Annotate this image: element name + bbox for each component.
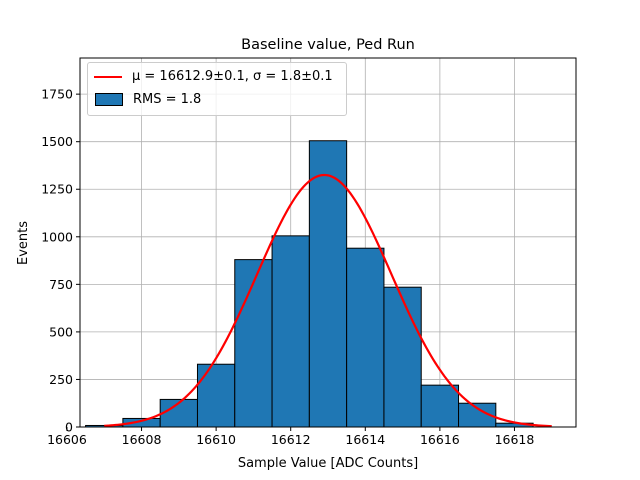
y-tick-label: 1250 [41, 182, 73, 197]
legend-fit-label: μ = 16612.9±0.1, σ = 1.8±0.1 [132, 69, 333, 84]
histogram-bar [196, 363, 236, 428]
legend-hist-label: RMS = 1.8 [133, 92, 202, 107]
y-tick-label: 1000 [41, 229, 73, 244]
y-axis-ticks: 0 250 500 750 1000 1250 1500 1750 [41, 87, 80, 435]
x-tick-label: 16616 [420, 432, 460, 447]
x-tick-label: 16610 [196, 432, 236, 447]
histogram-bar [308, 140, 348, 428]
histogram-bar [420, 384, 460, 428]
histogram-bar [271, 235, 310, 428]
x-axis-label: Sample Value [ADC Counts] [238, 456, 418, 471]
gaussian-fit [104, 173, 552, 428]
y-tick-label: 1750 [41, 87, 73, 102]
y-tick-label: 0 [65, 420, 73, 435]
x-tick-label: 16614 [345, 432, 385, 447]
fit-line-swatch [94, 75, 122, 78]
x-axis-ticks: 16606 16608 16610 16612 16614 16616 16618 [47, 427, 534, 447]
y-tick-label: 500 [49, 324, 73, 339]
x-tick-label: 16606 [47, 432, 87, 447]
legend-entry-histogram: RMS = 1.8 [94, 92, 201, 107]
y-tick-label: 250 [49, 372, 73, 387]
legend-entry-fit: μ = 16612.9±0.1, σ = 1.8±0.1 [94, 69, 333, 84]
y-tick-label: 1500 [41, 134, 73, 149]
y-axis-label: Events [16, 221, 31, 265]
histogram-bar [234, 259, 273, 428]
legend: μ = 16612.9±0.1, σ = 1.8±0.1 RMS = 1.8 [87, 62, 347, 116]
histogram-bar [346, 247, 385, 428]
histogram-bars [85, 140, 534, 428]
x-tick-label: 16618 [495, 432, 535, 447]
plot-frame [79, 57, 577, 428]
fit-curve [104, 173, 552, 428]
x-tick-label: 16612 [271, 432, 311, 447]
chart-title: Baseline value, Ped Run [241, 37, 415, 53]
y-tick-label: 750 [49, 277, 73, 292]
x-tick-label: 16608 [122, 432, 162, 447]
histogram-swatch [95, 93, 123, 106]
histogram-bar [383, 286, 422, 428]
